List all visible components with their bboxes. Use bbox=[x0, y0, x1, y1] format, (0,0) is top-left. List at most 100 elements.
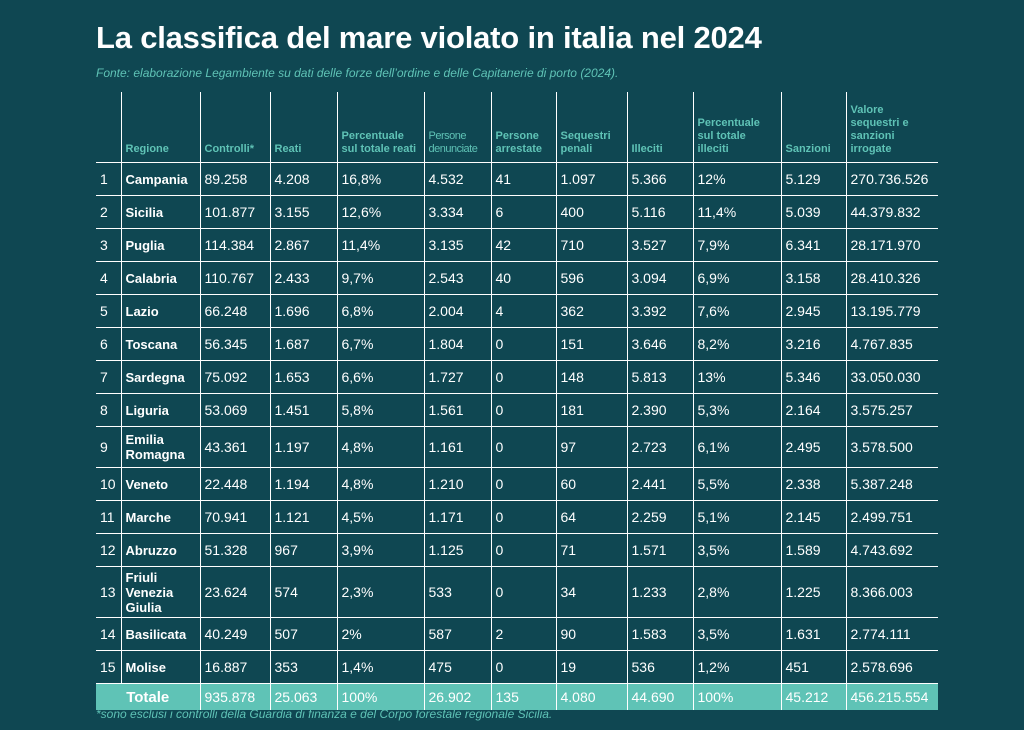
value-cell: 2.433 bbox=[269, 261, 337, 295]
table-row: 6 Toscana 56.345 1.687 6,7% 1.804 0 151 3.646 8,2… bbox=[96, 327, 938, 361]
value-cell: 4.208 bbox=[269, 162, 337, 196]
rank-cell: 13 bbox=[96, 566, 121, 618]
value-cell: 12,6% bbox=[336, 195, 424, 229]
table-row: 7 Sardegna 75.092 1.653 6,6% 1.727 0 148 5.813 13… bbox=[96, 360, 938, 394]
table-row: 14 Basilicata 40.249 507 2% 587 2 90 1.583 3,5% 1.… bbox=[96, 617, 938, 651]
value-cell: 8,2% bbox=[692, 327, 781, 361]
footnote: *sono esclusi i controlli della Guardia … bbox=[96, 707, 553, 721]
value-cell: 3,9% bbox=[336, 533, 424, 567]
value-cell: 6,1% bbox=[692, 426, 781, 468]
region-cell: Lazio bbox=[120, 294, 200, 328]
page-title: La classifica del mare violato in italia… bbox=[96, 20, 762, 55]
region-cell: Marche bbox=[120, 500, 200, 534]
col-header-persone-denunciate: Persone denunciate bbox=[423, 92, 491, 163]
col-header-controlli: Controlli* bbox=[199, 92, 270, 163]
value-cell: 6 bbox=[490, 195, 556, 229]
value-cell: 16,8% bbox=[336, 162, 424, 196]
value-cell: 451 bbox=[780, 650, 846, 684]
table-row: 11 Marche 70.941 1.121 4,5% 1.171 0 64 2.259 5,1%… bbox=[96, 500, 938, 534]
table-row: 12 Abruzzo 51.328 967 3,9% 1.125 0 71 1.571 3,5% 1… bbox=[96, 533, 938, 567]
region-cell: Sicilia bbox=[120, 195, 200, 229]
value-cell: 1.233 bbox=[626, 566, 693, 618]
table-row: 8 Liguria 53.069 1.451 5,8% 1.561 0 181 2.390 5,3… bbox=[96, 393, 938, 427]
value-cell: 40.249 bbox=[199, 617, 270, 651]
total-cell: 26.902 bbox=[423, 683, 491, 710]
col-header-valore: Valore sequestri e sanzioni irrogate bbox=[845, 92, 938, 163]
value-cell: 2.004 bbox=[423, 294, 491, 328]
value-cell: 2.441 bbox=[626, 467, 693, 501]
value-cell: 2.867 bbox=[269, 228, 337, 262]
value-cell: 23.624 bbox=[199, 566, 270, 618]
value-cell: 0 bbox=[490, 650, 556, 684]
region-cell: Basilicata bbox=[120, 617, 200, 651]
rank-cell: 4 bbox=[96, 261, 121, 295]
value-cell: 1.197 bbox=[269, 426, 337, 468]
value-cell: 28.410.326 bbox=[845, 261, 938, 295]
value-cell: 2.723 bbox=[626, 426, 693, 468]
table-row: 15 Molise 16.887 353 1,4% 475 0 19 536 1,2% 451 2.5… bbox=[96, 650, 938, 684]
value-cell: 475 bbox=[423, 650, 491, 684]
value-cell: 3.155 bbox=[269, 195, 337, 229]
value-cell: 110.767 bbox=[199, 261, 270, 295]
value-cell: 2.259 bbox=[626, 500, 693, 534]
value-cell: 4,8% bbox=[336, 426, 424, 468]
total-cell: 935.878 bbox=[199, 683, 270, 710]
value-cell: 60 bbox=[555, 467, 627, 501]
value-cell: 3.578.500 bbox=[845, 426, 938, 468]
value-cell: 2.495 bbox=[780, 426, 846, 468]
rank-cell: 7 bbox=[96, 360, 121, 394]
value-cell: 42 bbox=[490, 228, 556, 262]
table-row: 2 Sicilia 101.877 3.155 12,6% 3.334 6 400 5.116 1… bbox=[96, 195, 938, 229]
value-cell: 1.161 bbox=[423, 426, 491, 468]
region-cell: Emilia Romagna bbox=[120, 426, 200, 468]
value-cell: 0 bbox=[490, 533, 556, 567]
value-cell: 2.390 bbox=[626, 393, 693, 427]
value-cell: 536 bbox=[626, 650, 693, 684]
value-cell: 5,5% bbox=[692, 467, 781, 501]
value-cell: 1.687 bbox=[269, 327, 337, 361]
value-cell: 1.571 bbox=[626, 533, 693, 567]
col-header-reati: Reati bbox=[269, 92, 337, 163]
total-cell: 135 bbox=[490, 683, 556, 710]
value-cell: 2.945 bbox=[780, 294, 846, 328]
rank-cell: 12 bbox=[96, 533, 121, 567]
value-cell: 90 bbox=[555, 617, 627, 651]
total-label: Totale bbox=[96, 683, 200, 710]
value-cell: 2,8% bbox=[692, 566, 781, 618]
value-cell: 1.210 bbox=[423, 467, 491, 501]
region-cell: Veneto bbox=[120, 467, 200, 501]
value-cell: 1.583 bbox=[626, 617, 693, 651]
value-cell: 2.338 bbox=[780, 467, 846, 501]
value-cell: 400 bbox=[555, 195, 627, 229]
table-row: 13 Friuli Venezia Giulia 23.624 574 2,3% 533 0… bbox=[96, 566, 938, 618]
value-cell: 0 bbox=[490, 566, 556, 618]
value-cell: 1.696 bbox=[269, 294, 337, 328]
value-cell: 101.877 bbox=[199, 195, 270, 229]
value-cell: 270.736.526 bbox=[845, 162, 938, 196]
value-cell: 40 bbox=[490, 261, 556, 295]
value-cell: 7,9% bbox=[692, 228, 781, 262]
value-cell: 181 bbox=[555, 393, 627, 427]
region-cell: Calabria bbox=[120, 261, 200, 295]
value-cell: 89.258 bbox=[199, 162, 270, 196]
value-cell: 114.384 bbox=[199, 228, 270, 262]
value-cell: 1,4% bbox=[336, 650, 424, 684]
value-cell: 2.499.751 bbox=[845, 500, 938, 534]
value-cell: 710 bbox=[555, 228, 627, 262]
value-cell: 2.578.696 bbox=[845, 650, 938, 684]
source-note: Fonte: elaborazione Legambiente su dati … bbox=[96, 66, 619, 80]
value-cell: 1.121 bbox=[269, 500, 337, 534]
region-cell: Toscana bbox=[120, 327, 200, 361]
value-cell: 1.561 bbox=[423, 393, 491, 427]
value-cell: 70.941 bbox=[199, 500, 270, 534]
region-cell: Friuli Venezia Giulia bbox=[120, 566, 200, 618]
value-cell: 44.379.832 bbox=[845, 195, 938, 229]
rank-cell: 2 bbox=[96, 195, 121, 229]
value-cell: 353 bbox=[269, 650, 337, 684]
value-cell: 4.767.835 bbox=[845, 327, 938, 361]
value-cell: 2,3% bbox=[336, 566, 424, 618]
col-header-perc-reati: Percentuale sul totale reati bbox=[336, 92, 424, 163]
value-cell: 75.092 bbox=[199, 360, 270, 394]
value-cell: 6,9% bbox=[692, 261, 781, 295]
value-cell: 4.743.692 bbox=[845, 533, 938, 567]
